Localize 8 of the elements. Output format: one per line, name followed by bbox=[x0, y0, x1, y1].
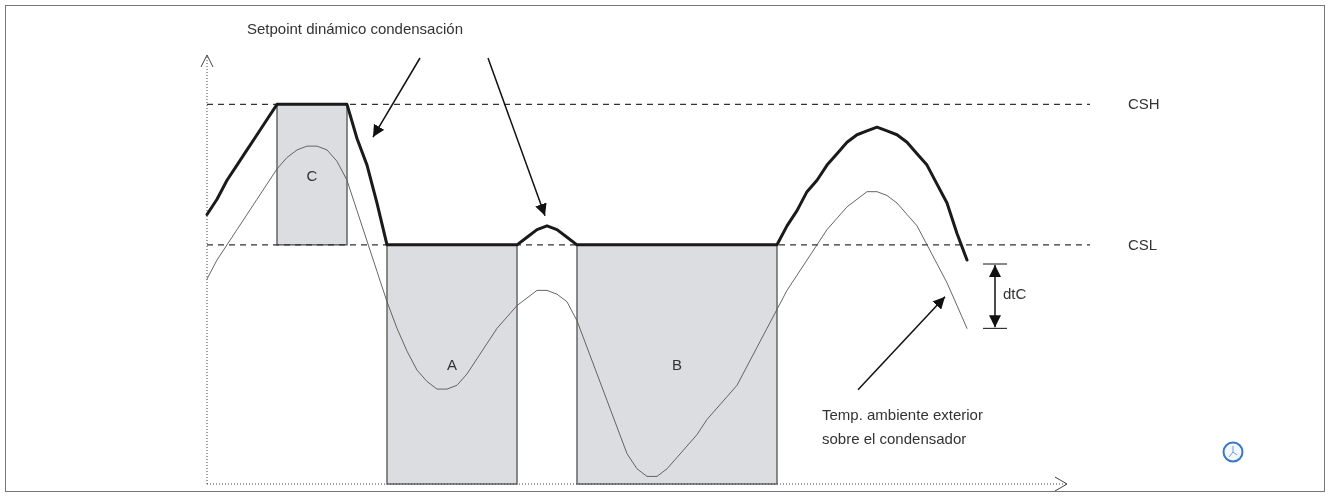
text: Setpoint dinámico condensación bbox=[247, 20, 463, 37]
annotation: C bbox=[306, 166, 318, 184]
annotation: B bbox=[671, 356, 683, 374]
ref-line-label: CSH bbox=[1128, 95, 1160, 113]
annotation: Temp. ambiente exterior sobre el condensador bbox=[822, 405, 983, 447]
ref-line-label: CSL bbox=[1128, 235, 1158, 253]
text: dtC bbox=[1003, 285, 1027, 303]
annotation: A bbox=[446, 356, 458, 374]
